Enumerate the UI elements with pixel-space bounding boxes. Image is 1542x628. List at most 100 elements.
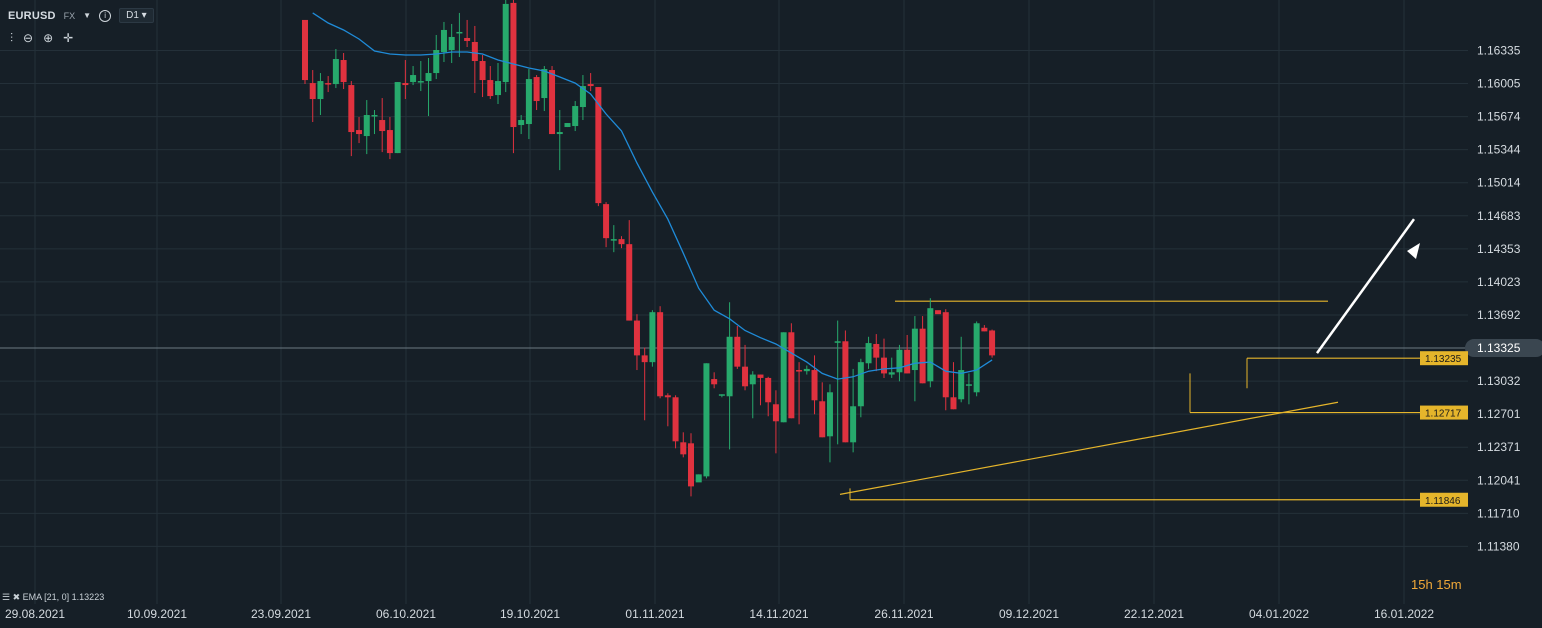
- candle-body: [363, 115, 370, 137]
- current-price-label: 1.13325: [1477, 341, 1521, 355]
- candle-body: [626, 244, 633, 321]
- x-tick-label: 14.11.2021: [749, 607, 808, 621]
- candle-body: [942, 312, 949, 398]
- info-icon[interactable]: i: [99, 9, 112, 22]
- candle-body: [757, 374, 764, 378]
- candle-body: [726, 336, 733, 397]
- candle-body: [379, 120, 386, 132]
- candle-body: [973, 323, 980, 393]
- candle-body: [518, 120, 525, 126]
- candle-body: [965, 384, 972, 386]
- zoom-out-icon[interactable]: ⊖: [23, 31, 34, 45]
- candle-body: [734, 336, 741, 367]
- chevron-down-icon[interactable]: ▼: [83, 11, 92, 20]
- timeframe-label: D1: [126, 10, 139, 21]
- x-tick-label: 19.10.2021: [500, 607, 560, 621]
- candle-body: [657, 312, 664, 397]
- arrow-head-icon: [1407, 243, 1420, 259]
- y-tick-label: 1.16335: [1477, 44, 1521, 58]
- x-tick-label: 26.11.2021: [874, 607, 933, 621]
- candle-body: [641, 355, 648, 363]
- candle-body: [525, 79, 532, 125]
- candle-body: [649, 312, 656, 363]
- candle-body: [410, 75, 417, 83]
- candle-body: [896, 349, 903, 373]
- y-tick-label: 1.11380: [1477, 539, 1520, 553]
- chart-header: EURUSD FX ▼ i D1 ▾: [8, 8, 154, 23]
- crosshair-move-icon[interactable]: ✛: [63, 31, 74, 45]
- candle-body: [317, 81, 324, 100]
- candlestick-series: [302, 0, 996, 497]
- candle-body: [541, 69, 548, 99]
- x-tick-label: 29.08.2021: [5, 607, 65, 621]
- candle-body: [772, 404, 779, 422]
- candle-body: [332, 59, 339, 85]
- zoom-in-icon[interactable]: ⊕: [43, 31, 54, 45]
- indicators-icon[interactable]: ⫶: [10, 31, 14, 45]
- x-tick-label: 01.11.2021: [625, 607, 684, 621]
- candle-body: [749, 374, 756, 385]
- indicator-settings-icon[interactable]: ☰ ✖: [2, 592, 21, 602]
- candle-body: [356, 130, 363, 135]
- timeframe-select[interactable]: D1 ▾: [119, 8, 154, 23]
- candle-body: [402, 83, 409, 86]
- candle-body: [471, 41, 478, 62]
- candle-body: [796, 370, 803, 372]
- candle-body: [502, 3, 509, 83]
- candle-body: [881, 357, 887, 374]
- candle-body: [564, 123, 571, 128]
- candle-body: [711, 379, 718, 385]
- candle-body: [811, 370, 818, 401]
- candle-body: [989, 330, 996, 356]
- trend-drawings: [839, 218, 1420, 501]
- candle-body: [919, 328, 926, 384]
- symbol-label[interactable]: EURUSD: [8, 9, 56, 22]
- candle-body: [556, 132, 563, 135]
- indicator-text: EMA [21, 0] 1.13223: [22, 592, 105, 602]
- candle-body: [348, 85, 355, 133]
- candle-body: [680, 442, 687, 455]
- candle-body: [695, 474, 702, 483]
- candle-body: [927, 308, 934, 382]
- projection-arrow: [1315, 218, 1416, 354]
- candle-body: [603, 204, 610, 239]
- candle-body: [888, 372, 895, 375]
- level-price-box: [1420, 351, 1468, 366]
- candle-body: [857, 362, 864, 407]
- y-tick-label: 1.13032: [1477, 374, 1521, 388]
- y-tick-label: 1.13692: [1477, 308, 1521, 322]
- ema-polyline: [312, 12, 993, 380]
- candle-body: [935, 310, 942, 315]
- y-tick-label: 1.14023: [1477, 275, 1521, 289]
- time-axis: 29.08.2021 10.09.2021 23.09.2021 06.10.2021…: [5, 607, 1434, 621]
- level-price-label: 1.13235: [1425, 354, 1462, 365]
- candle-body: [834, 341, 841, 343]
- candle-body: [911, 328, 918, 371]
- candle-body: [325, 83, 332, 85]
- candle-body: [510, 2, 517, 128]
- y-tick-label: 1.15344: [1477, 143, 1521, 157]
- candle-body: [549, 70, 556, 135]
- candle-body: [417, 81, 424, 83]
- candle-body: [742, 366, 749, 387]
- candle-body: [487, 80, 494, 97]
- candle-body: [788, 332, 795, 419]
- y-tick-label: 1.12701: [1477, 407, 1521, 421]
- y-tick-label: 1.15674: [1477, 110, 1521, 124]
- candle-body: [819, 401, 826, 438]
- candle-body: [981, 327, 988, 332]
- candle-body: [842, 341, 849, 443]
- candle-body: [688, 443, 694, 487]
- candle-body: [865, 343, 872, 364]
- price-axis: 1.16335 1.16005 1.15674 1.15344 1.15014 1.146…: [1420, 44, 1542, 553]
- y-tick-label: 1.14683: [1477, 209, 1521, 223]
- x-tick-label: 06.10.2021: [376, 607, 436, 621]
- indicator-label[interactable]: ☰ ✖ EMA [21, 0] 1.13223: [2, 592, 104, 603]
- candle-countdown: 15h 15m: [1411, 577, 1462, 592]
- x-tick-label: 16.01.2022: [1374, 607, 1434, 621]
- y-tick-label: 1.15014: [1477, 176, 1521, 190]
- chart-grid: [0, 0, 1468, 604]
- candle-body: [587, 84, 594, 87]
- level-price-box: [1420, 405, 1468, 420]
